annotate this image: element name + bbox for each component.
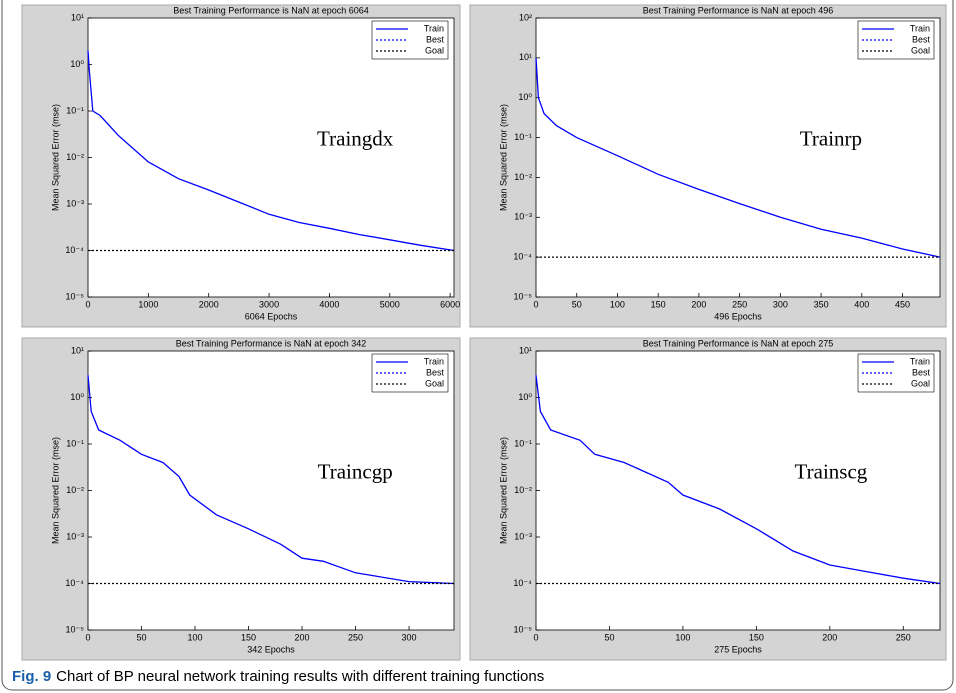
x-tick-label: 200 [822,632,837,642]
legend-label: Goal [911,45,930,55]
series-line [535,375,941,585]
y-tick-label: 10⁻² [514,485,532,495]
legend-label: Best [426,367,445,377]
x-tick-label: 1000 [138,299,158,309]
chart-title: Best Training Performance is NaN at epoc… [176,338,367,348]
x-tick-label: 150 [651,299,666,309]
y-tick-label: 10⁰ [518,392,532,402]
x-tick-label: 100 [610,299,625,309]
plot-area [535,17,941,298]
series-line [87,375,455,585]
x-tick-label: 350 [814,299,829,309]
x-tick-label: 3000 [259,299,279,309]
chart-title: Best Training Performance is NaN at epoc… [643,338,834,348]
y-tick-label: 10¹ [519,52,532,62]
x-tick-label: 100 [675,632,690,642]
y-tick-label: 10² [519,12,532,22]
y-tick-label: 10⁻³ [66,198,84,208]
x-tick-label: 250 [896,632,911,642]
legend-label: Best [426,34,445,44]
annotation: Traincgp [318,460,393,484]
y-tick-label: 10⁻³ [66,531,84,541]
legend-label: Train [424,356,444,366]
x-axis-label: 6064 Epochs [245,311,298,321]
y-tick-label: 10¹ [71,345,84,355]
x-tick-label: 0 [533,632,538,642]
x-tick-label: 200 [295,632,310,642]
x-axis-label: 496 Epochs [714,311,762,321]
x-tick-label: 50 [604,632,614,642]
y-tick-label: 10¹ [71,12,84,22]
y-tick-label: 10⁻² [66,152,84,162]
annotation: Trainrp [800,127,862,151]
x-tick-label: 50 [572,299,582,309]
x-tick-label: 2000 [199,299,219,309]
x-tick-label: 0 [533,299,538,309]
y-tick-label: 10⁻¹ [66,438,84,448]
caption-text: Chart of BP neural network training resu… [56,668,544,685]
legend-label: Goal [425,378,444,388]
y-tick-label: 10⁻⁴ [513,252,532,262]
x-tick-label: 5000 [380,299,400,309]
x-tick-label: 300 [402,632,417,642]
x-tick-label: 400 [854,299,869,309]
x-tick-label: 450 [895,299,910,309]
y-tick-label: 10⁻⁵ [514,624,533,634]
y-tick-label: 10⁻⁴ [65,578,84,588]
x-tick-label: 6000 [440,299,460,309]
y-axis-label: Mean Squared Error (mse) [498,104,508,211]
caption-label: Fig. 9 [12,668,51,685]
y-axis-label: Mean Squared Error (mse) [50,104,60,211]
y-tick-label: 10⁻⁵ [66,291,85,301]
x-tick-label: 50 [137,632,147,642]
y-tick-label: 10⁰ [70,59,84,69]
series-line [87,50,455,252]
y-tick-label: 10⁻⁴ [65,245,84,255]
y-tick-label: 10⁻⁵ [514,291,533,301]
annotation: Trainscg [795,460,868,484]
x-tick-label: 150 [241,632,256,642]
x-tick-label: 100 [188,632,203,642]
annotation: Traingdx [317,127,394,151]
x-tick-label: 300 [773,299,788,309]
plot-area [535,350,941,631]
legend-label: Train [910,356,930,366]
plot-area [87,350,455,631]
legend-label: Best [912,367,931,377]
x-tick-label: 250 [348,632,363,642]
x-tick-label: 0 [85,299,90,309]
chart-title: Best Training Performance is NaN at epoc… [173,5,369,15]
x-tick-label: 200 [691,299,706,309]
x-tick-label: 250 [732,299,747,309]
caption: Fig. 9 Chart of BP neural network trainin… [12,668,544,685]
y-tick-label: 10⁻⁴ [513,578,532,588]
x-tick-label: 150 [749,632,764,642]
y-axis-label: Mean Squared Error (mse) [50,437,60,544]
y-tick-label: 10⁰ [70,392,84,402]
y-tick-label: 10¹ [519,345,532,355]
y-tick-label: 10⁻² [514,172,532,182]
legend-label: Train [424,23,444,33]
legend-label: Goal [911,378,930,388]
legend-label: Best [912,34,931,44]
y-tick-label: 10⁻² [66,485,84,495]
y-tick-label: 10⁻¹ [514,132,532,142]
x-axis-label: 275 Epochs [714,644,762,654]
x-axis-label: 342 Epochs [247,644,295,654]
y-tick-label: 10⁻³ [514,531,532,541]
x-tick-label: 0 [85,632,90,642]
series-line [535,57,941,258]
y-tick-label: 10⁻⁵ [66,624,85,634]
y-tick-label: 10⁰ [518,92,532,102]
legend-label: Goal [425,45,444,55]
y-axis-label: Mean Squared Error (mse) [498,437,508,544]
y-tick-label: 10⁻³ [514,212,532,222]
legend-label: Train [910,23,930,33]
y-tick-label: 10⁻¹ [514,438,532,448]
chart-title: Best Training Performance is NaN at epoc… [643,5,834,15]
y-tick-label: 10⁻¹ [66,105,84,115]
x-tick-label: 4000 [319,299,339,309]
